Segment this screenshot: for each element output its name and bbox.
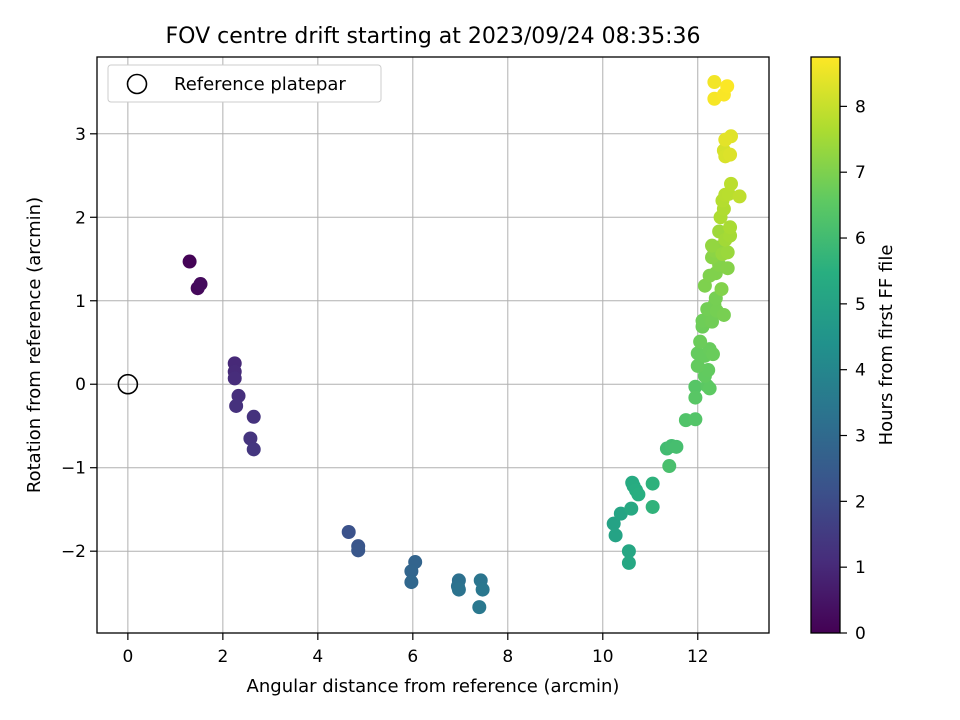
data-point [723,220,738,235]
data-point [193,277,208,292]
y-tick-label: 0 [75,375,86,395]
data-point [351,543,366,558]
data-point [705,347,720,362]
data-point [669,439,684,454]
y-tick-label: 1 [75,292,86,312]
data-point [705,314,720,329]
data-point [246,409,261,424]
x-axis-ticks: 0 2 4 6 8 10 12 [122,633,709,667]
data-point [341,524,356,539]
data-point [229,398,244,413]
colorbar-ticks: 0 1 2 3 4 5 6 7 8 [840,97,866,644]
data-point [243,431,258,446]
reference-platepar-marker [117,373,139,395]
data-point [227,371,242,386]
colorbar: 0 1 2 3 4 5 6 7 8 Hours from first FF file [810,56,897,644]
data-point [705,238,720,253]
data-point [631,487,646,502]
data-point [606,516,621,531]
y-axis-label: Rotation from reference (arcmin) [24,197,45,493]
data-point [621,544,636,559]
y-tick-label: 3 [75,125,86,145]
colorbar-tick-label: 1 [855,558,866,578]
data-point [720,245,735,260]
data-point [475,582,490,597]
data-point [688,390,703,405]
x-tick-label: 10 [592,647,614,667]
data-point [182,254,197,269]
colorbar-tick-label: 7 [855,163,866,183]
legend-box [107,64,382,103]
data-point [645,476,660,491]
colorbar-tick-label: 2 [855,492,866,512]
data-point [624,501,639,516]
data-point [720,79,735,94]
x-tick-label: 0 [122,647,133,667]
data-point [716,307,731,322]
data-point [723,147,738,162]
data-point [404,575,419,590]
data-points [182,75,747,615]
data-point [702,381,717,396]
data-point [451,582,466,597]
data-point [724,176,739,191]
colorbar-tick-label: 0 [855,624,866,644]
data-point [613,506,628,521]
chart-title: FOV centre drift starting at 2023/09/24 … [166,24,701,49]
data-point [720,261,735,276]
data-point [472,600,487,615]
x-tick-label: 8 [502,647,513,667]
legend: Reference platepar [107,64,382,103]
x-axis-label: Angular distance from reference (arcmin) [247,676,620,697]
data-point [707,75,722,90]
data-point [688,412,703,427]
data-point [621,555,636,570]
data-point [693,334,708,349]
y-tick-label: 2 [75,208,86,228]
colorbar-tick-label: 3 [855,427,866,447]
y-tick-label: −2 [61,542,86,562]
colorbar-tick-label: 8 [855,97,866,117]
data-point [688,379,703,394]
colorbar-tick-label: 6 [855,229,866,249]
y-axis-ticks: −2 −1 0 1 2 3 [61,125,97,562]
colorbar-label: Hours from first FF file [876,245,897,446]
data-point [246,442,261,457]
data-point [404,564,419,579]
data-point [714,282,729,297]
data-point [732,189,747,204]
plot-frame [96,56,770,634]
data-point [690,358,705,373]
data-point [645,499,660,514]
colorbar-tick-label: 4 [855,361,866,381]
y-tick-label: −1 [61,459,86,479]
colorbar-gradient [811,57,840,633]
x-tick-label: 6 [407,647,418,667]
grid-lines [97,57,769,633]
data-point [718,132,733,147]
colorbar-frame [810,56,841,634]
data-point [662,459,677,474]
x-tick-label: 12 [687,647,709,667]
x-tick-label: 4 [312,647,323,667]
legend-marker-icon [126,73,148,95]
colorbar-tick-label: 5 [855,295,866,315]
data-point [608,528,623,543]
legend-entry: Reference platepar [174,74,346,95]
x-tick-label: 2 [217,647,228,667]
